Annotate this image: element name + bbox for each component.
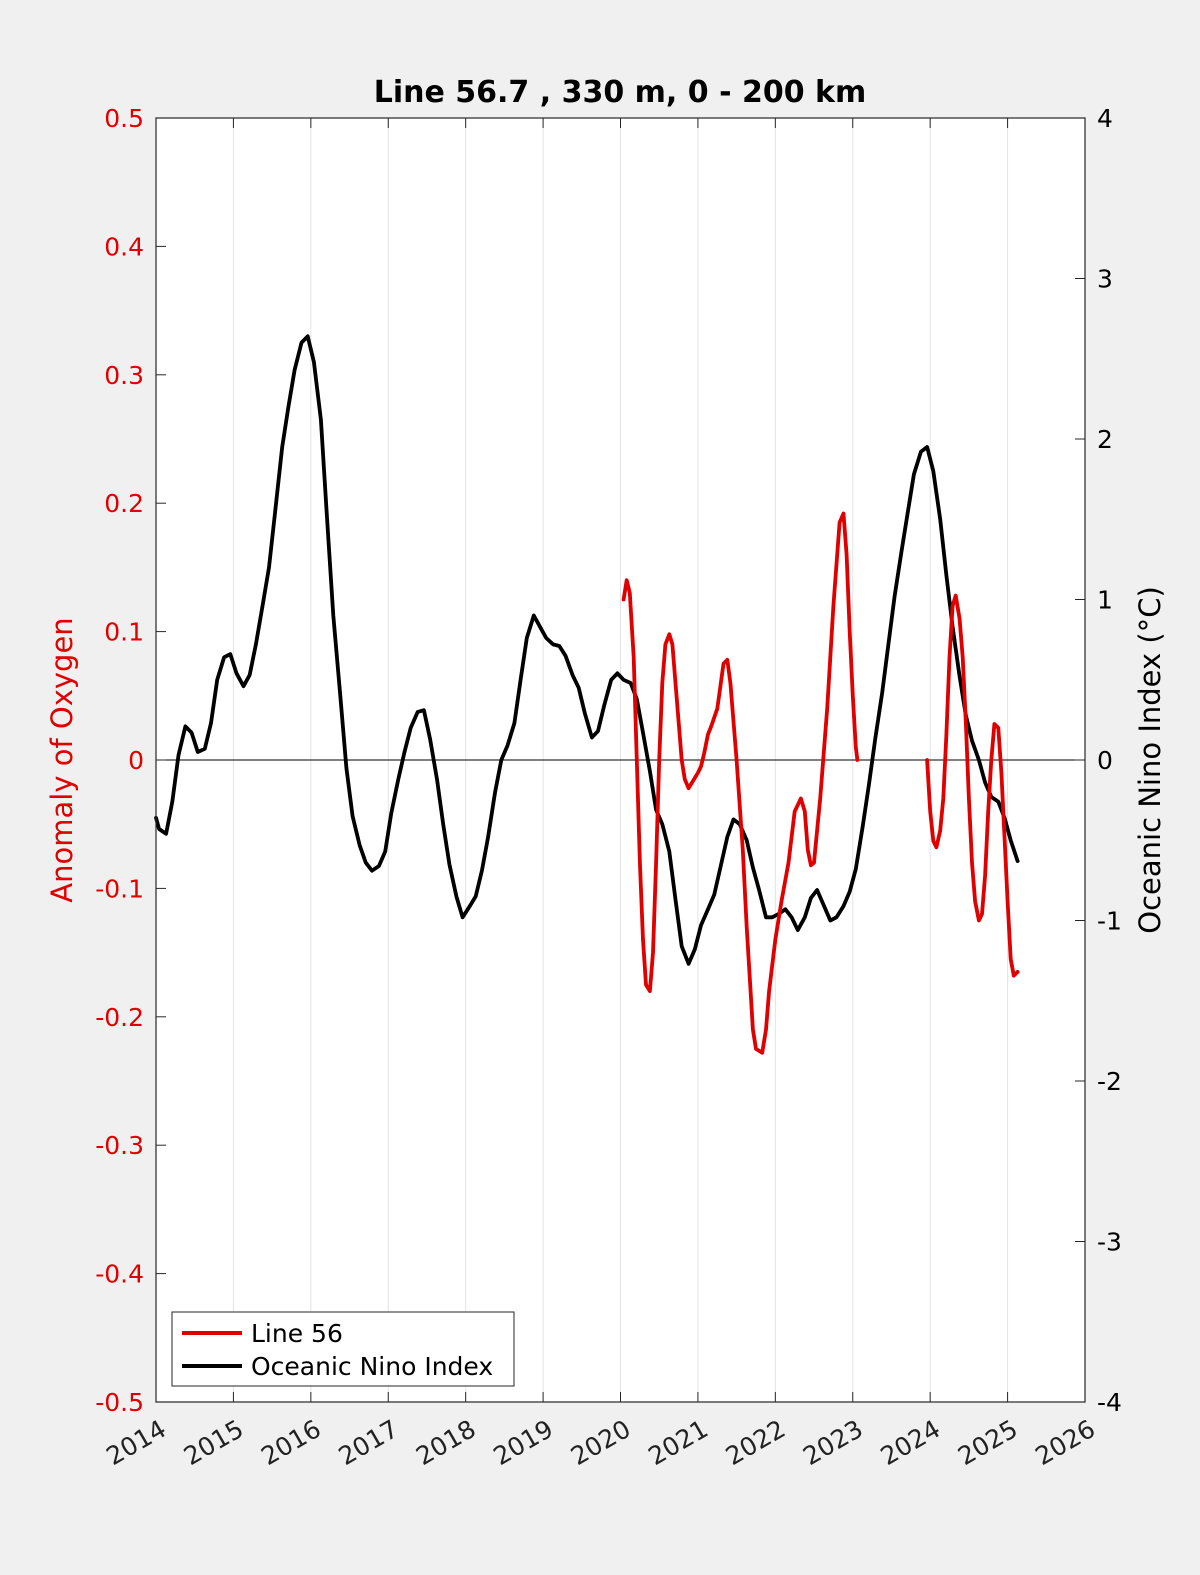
right-y-tick-label: 0 bbox=[1097, 746, 1113, 775]
left-y-tick-label: 0.4 bbox=[104, 232, 144, 261]
left-y-tick-label: -0.2 bbox=[95, 1003, 144, 1032]
right-y-axis: -4 -3 -2 -1 0 1 2 3 4 bbox=[1075, 104, 1122, 1417]
left-axis-label: Anomaly of Oxygen bbox=[45, 617, 79, 902]
right-y-tick-label: -1 bbox=[1097, 907, 1122, 936]
right-y-tick-label: -2 bbox=[1097, 1067, 1122, 1096]
series-line-oceanic-nino-index bbox=[154, 334, 1020, 966]
left-y-tick-label: -0.4 bbox=[95, 1260, 144, 1289]
left-y-tick-label: 0.1 bbox=[104, 618, 144, 647]
left-y-tick-label: -0.1 bbox=[95, 874, 144, 903]
left-y-tick-label: -0.5 bbox=[95, 1388, 144, 1417]
left-y-tick-label: 0.2 bbox=[104, 489, 144, 518]
series-line-line-56 bbox=[621, 511, 860, 1055]
right-y-tick-label: -3 bbox=[1097, 1228, 1122, 1257]
legend-label-line56: Line 56 bbox=[251, 1319, 343, 1348]
left-y-tick-label: 0 bbox=[128, 746, 144, 775]
legend: Line 56 Oceanic Nino Index bbox=[171, 1311, 515, 1387]
legend-label-oni: Oceanic Nino Index bbox=[251, 1352, 493, 1381]
left-y-axis: -0.5 -0.4 -0.3 -0.2 -0.1 0 0.1 0.2 0.3 0.4 0.5 bbox=[95, 104, 166, 1417]
right-y-tick-label: 4 bbox=[1097, 104, 1113, 133]
right-y-tick-label: 1 bbox=[1097, 586, 1113, 615]
right-y-tick-label: 2 bbox=[1097, 425, 1113, 454]
chart-title: Line 56.7 , 330 m, 0 - 200 km bbox=[374, 75, 867, 110]
series-layer bbox=[154, 334, 1020, 1055]
left-y-tick-label: -0.3 bbox=[95, 1131, 144, 1160]
series-line-line-56 bbox=[925, 593, 1020, 978]
left-y-tick-label: 0.3 bbox=[104, 361, 144, 390]
legend-box bbox=[171, 1311, 515, 1387]
right-y-tick-label: 3 bbox=[1097, 265, 1113, 294]
right-axis-label: Oceanic Nino Index (°C) bbox=[1133, 586, 1167, 934]
left-y-tick-label: 0.5 bbox=[104, 104, 144, 133]
right-y-tick-label: -4 bbox=[1097, 1388, 1122, 1417]
